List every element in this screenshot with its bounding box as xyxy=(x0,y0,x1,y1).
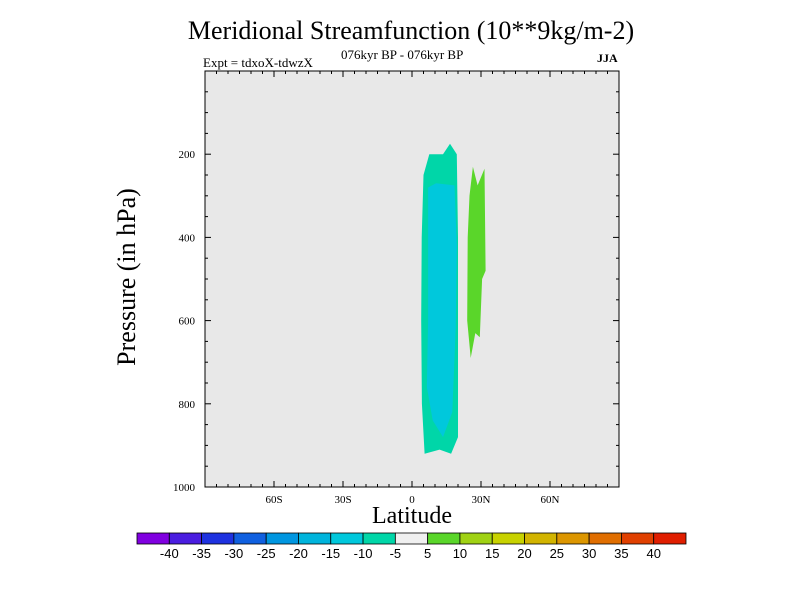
y-tick-label: 1000 xyxy=(173,482,196,494)
plot-background xyxy=(205,71,619,487)
chart-subtitle: 076kyr BP - 076kyr BP xyxy=(341,47,464,62)
colorbar-swatch xyxy=(136,532,170,545)
colorbar-swatch xyxy=(491,532,525,545)
colorbar-label: -35 xyxy=(192,546,211,561)
experiment-label: Expt = tdxoX-tdwzX xyxy=(203,55,313,70)
colorbar-label: 35 xyxy=(614,546,628,561)
x-tick-label: 30S xyxy=(334,494,351,506)
colorbar-swatch xyxy=(168,532,202,545)
y-tick-label: 600 xyxy=(179,316,196,328)
colorbar-label: -10 xyxy=(354,546,373,561)
colorbar-swatch xyxy=(233,532,267,545)
y-tick-label: 800 xyxy=(179,399,196,411)
colorbar-swatch xyxy=(556,532,590,545)
colorbar-label: -25 xyxy=(257,546,276,561)
colorbar-label: -5 xyxy=(390,546,402,561)
x-tick-label: 60S xyxy=(265,494,282,506)
colorbar-swatch xyxy=(653,532,687,545)
colorbar-label: 25 xyxy=(550,546,564,561)
colorbar-label: 40 xyxy=(646,546,660,561)
colorbar-label: 20 xyxy=(517,546,531,561)
y-tick-label: 400 xyxy=(179,232,196,244)
colorbar-label: 30 xyxy=(582,546,596,561)
colorbar-swatch xyxy=(298,532,332,545)
x-axis-label: Latitude xyxy=(372,503,452,529)
colorbar-label: -20 xyxy=(289,546,308,561)
contour-region-2 xyxy=(467,166,486,358)
x-tick-label: 60N xyxy=(541,494,560,506)
y-tick-label: 200 xyxy=(179,149,196,161)
colorbar-swatch xyxy=(330,532,364,545)
colorbar-swatch xyxy=(265,532,299,545)
colorbar-label: 15 xyxy=(485,546,499,561)
season-label: JJA xyxy=(597,51,618,65)
colorbar-swatch xyxy=(524,532,558,545)
colorbar-label: -30 xyxy=(224,546,243,561)
colorbar-swatch xyxy=(427,532,461,545)
colorbar-label: -15 xyxy=(321,546,340,561)
colorbar-label: -40 xyxy=(160,546,179,561)
colorbar-swatch xyxy=(394,532,429,545)
chart-title: Meridional Streamfunction (10**9kg/m-2) xyxy=(187,16,635,45)
colorbar-swatch xyxy=(362,532,396,545)
colorbar-label: 10 xyxy=(453,546,467,561)
contour-region-1 xyxy=(426,183,457,438)
colorbar-label: 5 xyxy=(424,546,431,561)
colorbar-swatch xyxy=(621,532,655,545)
x-tick-label: 30N xyxy=(472,494,491,506)
colorbar-swatch xyxy=(201,532,235,545)
x-tick-label: 0 xyxy=(409,494,415,506)
colorbar-swatch xyxy=(588,532,622,545)
colorbar-swatch xyxy=(459,532,493,545)
